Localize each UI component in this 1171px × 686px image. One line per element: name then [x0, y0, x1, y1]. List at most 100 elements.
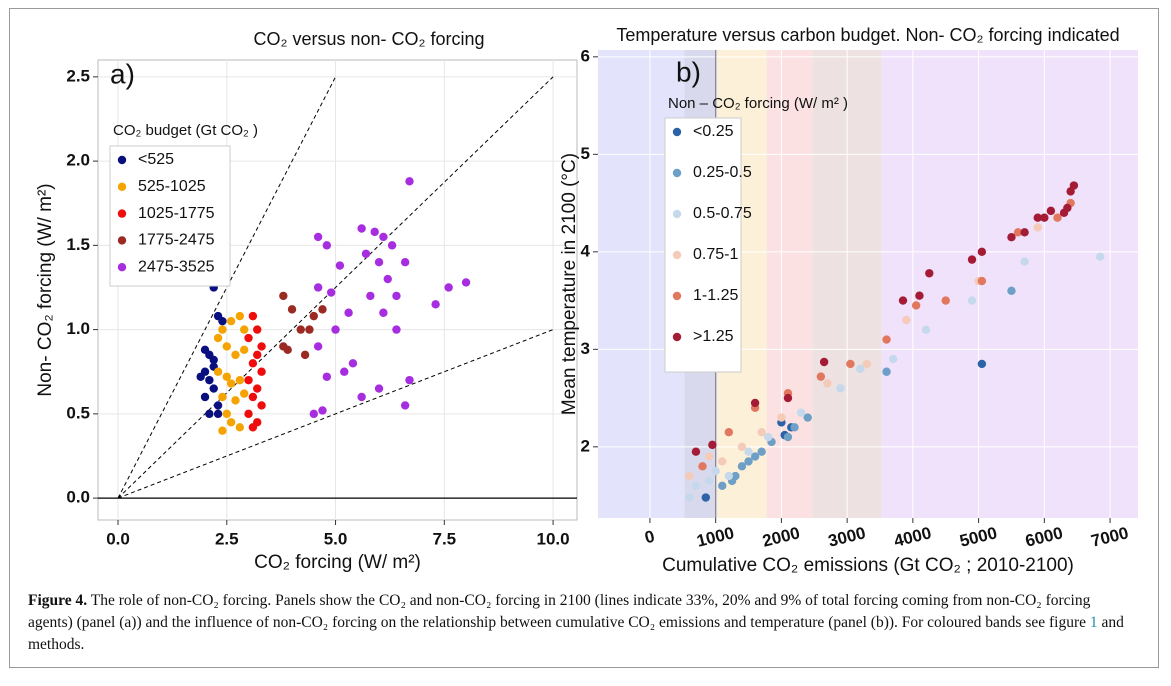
legend-marker — [672, 209, 682, 219]
y-tick-label: 0.0 — [66, 488, 90, 507]
y-tick-label: 1.5 — [66, 235, 90, 254]
point — [888, 354, 898, 364]
point — [248, 392, 258, 402]
point — [205, 375, 214, 385]
point — [305, 325, 314, 334]
y-tick-label: 5 — [581, 144, 590, 163]
x-tick-label: 2000 — [761, 523, 802, 551]
y-axis-label: Mean temperature in 2100 (°C) — [559, 153, 580, 415]
legend-label: <0.25 — [693, 123, 734, 140]
point — [213, 333, 223, 343]
point — [287, 305, 297, 314]
point — [218, 325, 227, 334]
point — [235, 311, 245, 321]
legend-marker — [117, 209, 127, 218]
point — [400, 257, 410, 267]
point — [279, 291, 288, 301]
point — [335, 261, 345, 270]
point — [226, 316, 236, 326]
point — [977, 359, 987, 369]
point — [737, 462, 747, 471]
point — [737, 442, 747, 452]
caption-label: Figure 4. — [28, 592, 88, 609]
point — [783, 432, 793, 442]
point — [744, 447, 753, 456]
figure-link[interactable]: 1 — [1089, 614, 1098, 631]
legend-marker — [672, 332, 682, 342]
point — [796, 408, 806, 417]
point — [1063, 203, 1072, 213]
point — [209, 355, 218, 365]
x-tick-label: 1000 — [695, 523, 736, 551]
point — [374, 384, 384, 393]
point — [283, 345, 292, 355]
point — [744, 457, 753, 466]
point — [383, 274, 392, 284]
point — [698, 462, 707, 471]
point — [239, 345, 249, 355]
x-tick-label: 5000 — [958, 523, 999, 551]
point — [318, 305, 327, 314]
point — [392, 291, 401, 301]
point — [231, 396, 240, 405]
point — [209, 384, 218, 393]
point — [248, 423, 258, 432]
point — [218, 316, 227, 326]
point — [405, 375, 414, 385]
y-tick-label: 2.0 — [66, 151, 90, 170]
point — [750, 398, 760, 408]
x-tick-label: 0.0 — [106, 529, 130, 548]
point — [257, 401, 266, 410]
point — [400, 401, 410, 410]
point — [816, 372, 826, 381]
x-axis-label: Cumulative CO₂ emissions (Gt CO₂ ; 2010-… — [662, 555, 1074, 576]
point — [1053, 213, 1062, 222]
band — [881, 50, 1138, 518]
y-tick-label: 2.5 — [66, 66, 90, 85]
point — [803, 413, 812, 422]
x-tick-label: 0 — [643, 527, 657, 548]
point — [704, 452, 714, 461]
point — [313, 232, 323, 242]
point — [977, 276, 987, 286]
point — [1007, 233, 1016, 242]
point — [1040, 213, 1049, 222]
point — [318, 406, 327, 415]
point — [196, 372, 205, 381]
point — [235, 423, 245, 432]
point — [361, 249, 371, 258]
legend-marker — [672, 127, 682, 137]
point — [790, 423, 799, 432]
point — [374, 257, 384, 267]
point — [213, 367, 223, 376]
point — [370, 227, 379, 237]
point — [257, 342, 266, 351]
point — [222, 372, 231, 381]
band — [766, 50, 813, 518]
legend-label: >1.25 — [693, 328, 734, 345]
y-axis-label: Non- CO₂ forcing (W/ m²) — [35, 183, 56, 396]
x-tick-label: 3000 — [826, 523, 867, 551]
point — [708, 440, 717, 450]
point — [379, 308, 388, 317]
point — [925, 269, 934, 278]
point — [915, 291, 924, 300]
point — [911, 301, 921, 310]
point — [300, 350, 310, 360]
point — [902, 315, 911, 325]
point — [1033, 213, 1042, 222]
y-tick-label: 3 — [581, 339, 590, 358]
reference-line — [117, 76, 554, 499]
point — [296, 325, 305, 334]
point — [691, 447, 701, 456]
plot-background — [97, 59, 578, 521]
point — [357, 392, 366, 402]
point — [331, 325, 340, 334]
legend-label: <525 — [138, 151, 174, 168]
point — [200, 392, 210, 402]
x-tick-label: 10.0 — [537, 529, 570, 548]
x-tick-label: 7000 — [1089, 523, 1130, 551]
point — [322, 241, 332, 250]
point — [882, 367, 891, 376]
panel-label: a) — [110, 58, 135, 89]
